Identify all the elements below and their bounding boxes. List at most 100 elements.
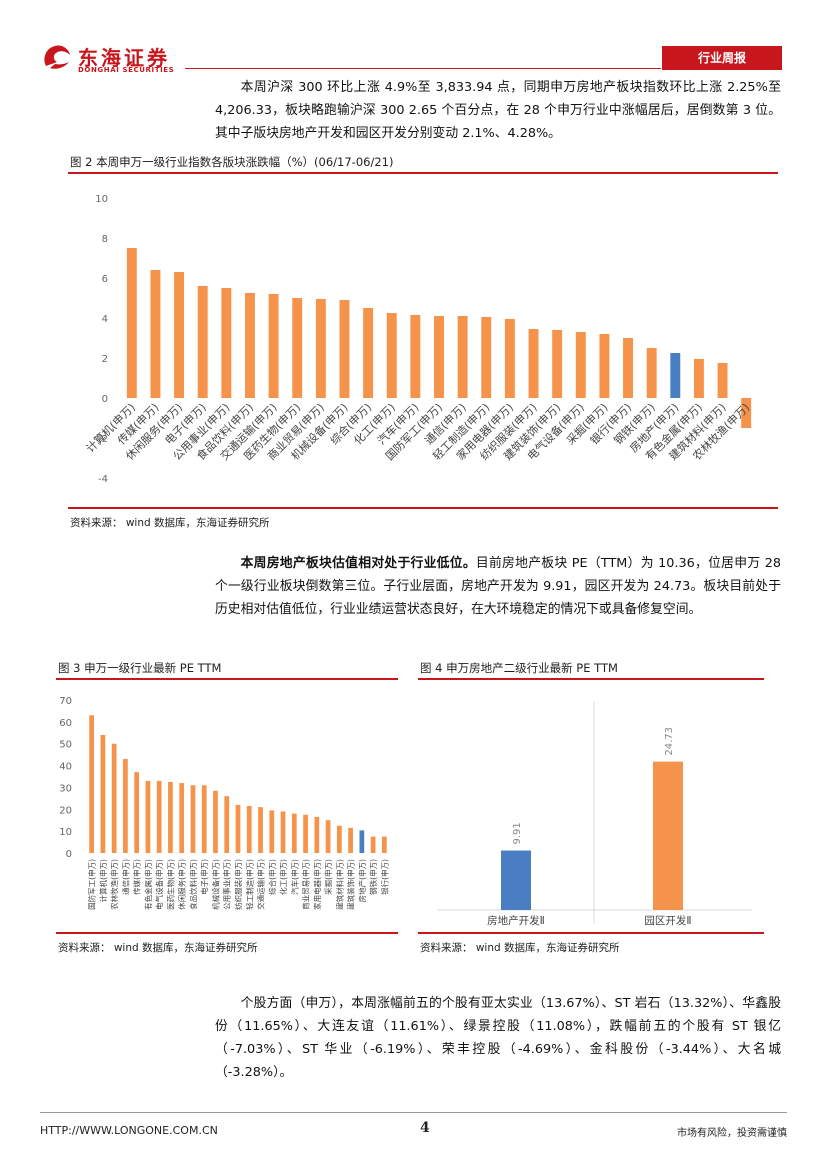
y-tick-label: 40 [59, 762, 72, 773]
bar [235, 804, 241, 853]
x-tick-label: 采掘(申万) [323, 859, 333, 895]
data-label: 9.91 [512, 822, 523, 844]
x-tick-label: 汽车(申万) [289, 859, 299, 895]
paragraph-stocks: 个股方面（申万），本周涨幅前五的个股有亚太实业（13.67%）、ST 岩石（13… [215, 996, 781, 1080]
bar [336, 825, 342, 853]
fig3-top-rule [56, 678, 398, 680]
bar [382, 836, 387, 853]
fig2-source: 资料来源： wind 数据库，东海证券研究所 [70, 517, 270, 529]
bar [653, 761, 683, 910]
x-tick-label: 有色金属(申万) [143, 859, 153, 910]
fig4-source: 资料来源： wind 数据库，东海证券研究所 [420, 942, 620, 954]
y-tick-label: 8 [102, 234, 108, 245]
bar [224, 796, 230, 853]
bar [315, 299, 326, 398]
report-type-badge: 行业周报 [662, 46, 782, 70]
paragraph-index-summary: 本周沪深 300 环比上涨 4.9%至 3,833.94 点，同期申万房地产板块… [215, 80, 781, 141]
data-label: 24.73 [664, 727, 675, 756]
x-tick-label: 钢铁(申万) [368, 859, 378, 895]
bar [741, 398, 752, 428]
brand-name: 东海证券 [78, 46, 170, 70]
fig4-caption: 图 4 申万房地产二级行业最新 PE TTM [420, 661, 618, 675]
bar [359, 830, 365, 853]
bar [156, 780, 162, 853]
donghai-logo-icon [44, 45, 70, 69]
x-tick-label: 银行(申万) [379, 859, 389, 895]
bar [292, 298, 303, 398]
bar [201, 785, 207, 853]
x-tick-label: 机械设备(申万) [210, 859, 220, 910]
x-tick-label: 轻工制造(申万) [244, 859, 254, 910]
bar [386, 313, 397, 398]
x-tick-label: 公用事业(申万) [222, 859, 232, 910]
x-tick-label: 国防军工(申万) [87, 859, 97, 910]
footer-rule [40, 1112, 787, 1113]
y-tick-label: 10 [59, 827, 72, 838]
y-tick-label: 30 [59, 783, 72, 794]
y-tick-label: 70 [59, 696, 72, 707]
fig2-top-rule [68, 172, 778, 174]
bar [258, 807, 263, 853]
x-tick-label: 综合(申万) [267, 859, 277, 895]
bar [457, 316, 468, 398]
bar [325, 820, 331, 853]
x-tick-label: 房地产开发Ⅱ [487, 914, 545, 927]
footer-disclaimer: 市场有风险，投资需谨慎 [677, 1128, 787, 1139]
bar [174, 272, 185, 398]
bar [145, 780, 151, 853]
bar [410, 315, 421, 398]
footer-url[interactable]: HTTP://WWW.LONGONE.COM.CN [40, 1124, 218, 1137]
brand-name-en: DONGHAI SECURITIES [78, 66, 175, 74]
bar [197, 286, 208, 398]
bar [599, 334, 610, 398]
industry-weekly-change-chart: -4-20246810计算机(申万)传媒(申万)休闲服务(申万)电子(申万)公用… [83, 194, 752, 485]
paragraph-valuation: 本周房地产板块估值相对处于行业低位。目前房地产板块 PE（TTM）为 10.36… [215, 552, 781, 621]
bar [670, 353, 681, 398]
y-tick-label: 2 [102, 354, 108, 365]
fig3-caption: 图 3 申万一级行业最新 PE TTM [58, 661, 222, 675]
fig3-bottom-rule [56, 932, 398, 934]
bar [179, 783, 185, 853]
bar [126, 248, 137, 398]
bar [291, 813, 297, 853]
y-tick-label: 0 [102, 394, 108, 405]
bar [481, 317, 492, 398]
bar [213, 790, 218, 853]
x-tick-label: 电气设备(申万) [154, 859, 164, 910]
x-tick-label: 医药生物(申万) [165, 859, 175, 910]
page-number: 4 [420, 1120, 430, 1136]
x-tick-label: 通信(申万) [120, 859, 130, 895]
valuation-highlight: 本周房地产板块估值相对处于行业低位。 [240, 556, 476, 571]
bar [370, 836, 376, 853]
x-tick-label: 休闲服务(申万) [177, 859, 187, 910]
y-tick-label: 10 [95, 194, 108, 205]
bar [150, 270, 161, 398]
x-tick-label: 农林牧渔(申万) [109, 859, 119, 910]
valuation-text: 目前房地产板块 PE（TTM）为 10.36，位居申万 28 个一级行业板块倒数… [215, 556, 782, 617]
fig2-caption: 图 2 本周申万一级行业指数各版块涨跌幅（%）(06/17-06/21) [70, 155, 394, 169]
bar [111, 743, 117, 853]
industry-pe-ttm-chart: 0 10 20 30 40 50 60 70 国防军工(申万) 计算机(申万) 农林牧渔(申万) 通信… [59, 696, 389, 910]
x-tick-label: 电子(申万) [199, 859, 209, 895]
x-tick-label: 计算机(申万) [98, 859, 108, 902]
y-tick-label: 6 [102, 274, 108, 285]
bar [245, 293, 255, 398]
x-tick-label: 纺织服装(申万) [233, 859, 243, 910]
bar [190, 785, 196, 853]
bar [717, 363, 728, 398]
header: 东海证券 DONGHAI SECURITIES 行业周报 [0, 0, 827, 75]
x-tick-label: 食品饮料(申万) [188, 859, 198, 910]
fig4-top-rule [418, 678, 764, 680]
x-tick-label: 商业贸易(申万) [301, 859, 311, 910]
x-tick-label: 房地产(申万) [357, 859, 367, 902]
header-rule [185, 68, 661, 69]
realestate-sub-pe-chart: 9.91 房地产开发Ⅱ 24.73 园区开发Ⅱ [438, 702, 752, 927]
y-tick-label: 60 [59, 718, 72, 729]
bar [303, 814, 308, 853]
y-tick-label: 20 [59, 805, 72, 816]
bar [168, 781, 173, 853]
bar [280, 811, 286, 853]
bar [123, 759, 128, 853]
x-tick-label: 建筑装饰(申万) [346, 859, 356, 910]
x-tick-label: 建筑材料(申万) [334, 859, 344, 910]
